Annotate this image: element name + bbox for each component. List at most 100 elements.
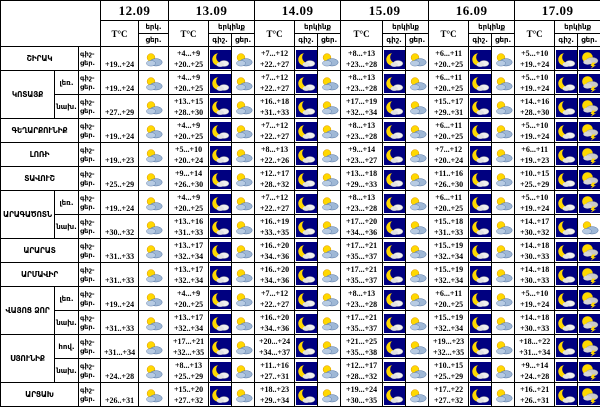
sky-cell — [555, 167, 578, 191]
partly-cloudy-night-icon — [556, 290, 577, 309]
partly-cloudy-night-icon — [384, 314, 405, 333]
temp-cell: +31..+33 — [101, 263, 139, 287]
partly-cloudy-day-icon — [493, 292, 514, 307]
partly-cloudy-night-icon — [384, 242, 405, 261]
day-subheader: ցեր. — [578, 34, 600, 47]
region-name: ՏԱՎՈՒՇ — [1, 167, 79, 191]
forecast-row: նախ.գիշ-ցեր. +31..+33+13..+17+32..+34+16… — [1, 311, 600, 335]
forecast-row: նախ.գիշ-ցեր. +30..+32+13..+16+31..+33+16… — [1, 215, 600, 239]
partly-cloudy-day-icon — [319, 52, 340, 67]
sky-cell — [383, 383, 406, 407]
sky-cell — [469, 71, 492, 95]
sky-cell — [139, 263, 169, 287]
temp-cell: +7...+12+22..+27 — [255, 47, 295, 71]
partly-cloudy-night-icon — [470, 122, 491, 141]
sky-header: երկինք — [295, 21, 341, 34]
thunderstorm-icon — [579, 50, 600, 69]
sky-cell — [492, 143, 515, 167]
partly-cloudy-day-icon — [233, 316, 254, 331]
region-name: ԼՈՌԻ — [1, 143, 79, 167]
temp-header: T°C — [101, 21, 139, 47]
sky-cell — [578, 239, 600, 263]
sky-cell — [139, 119, 169, 143]
partly-cloudy-day-icon — [493, 364, 514, 379]
sky-cell — [295, 239, 318, 263]
sky-cell — [209, 263, 232, 287]
sky-cell — [492, 47, 515, 71]
sky-cell — [578, 95, 600, 119]
temp-cell: +15..+18+31..+33 — [429, 215, 469, 239]
day-subheader: ցեր. — [139, 34, 169, 47]
zone-label: նախ. — [55, 359, 79, 383]
sky-cell — [578, 191, 600, 215]
partly-cloudy-day-icon — [407, 124, 428, 139]
temp-cell: +31..+33 — [101, 311, 139, 335]
sky-cell — [555, 215, 578, 239]
sky-cell — [209, 119, 232, 143]
sky-cell — [139, 359, 169, 383]
sky-cell — [318, 71, 341, 95]
sky-cell — [578, 383, 600, 407]
sky-cell — [555, 191, 578, 215]
sky-cell — [406, 359, 429, 383]
temp-cell: +7...+12+22..+27 — [255, 287, 295, 311]
sky-cell — [492, 263, 515, 287]
temp-cell: +17...+20+34...+36 — [341, 215, 383, 239]
sky-cell — [383, 311, 406, 335]
partly-cloudy-day-icon — [143, 172, 164, 187]
partly-cloudy-night-icon — [210, 314, 231, 333]
sky-cell — [232, 359, 255, 383]
sky-cell — [406, 143, 429, 167]
temp-cell: +14..+18+30..+33 — [515, 239, 555, 263]
temp-cell: +19..+24 — [101, 287, 139, 311]
temp-cell: +16..+19+33..+35 — [255, 215, 295, 239]
sky-cell — [209, 143, 232, 167]
forecast-row: նախ.գիշ-ցեր. +24..+28+8...+13+25..+29+11… — [1, 359, 600, 383]
temp-header: T°C — [429, 21, 469, 47]
sky-cell — [555, 71, 578, 95]
sky-cell — [209, 359, 232, 383]
temp-cell: +13..+16+31..+33 — [169, 215, 209, 239]
sky-cell — [555, 383, 578, 407]
partly-cloudy-day-icon — [143, 388, 164, 403]
temp-cell: +20...+24+34...+37 — [255, 335, 295, 359]
sky-cell — [139, 335, 169, 359]
temp-cell: +5...+10+19..+24 — [515, 71, 555, 95]
sky-cell — [295, 95, 318, 119]
partly-cloudy-day-icon — [493, 340, 514, 355]
partly-cloudy-night-icon — [470, 74, 491, 93]
sky-cell — [232, 119, 255, 143]
temp-cell: +7...+12+22..+27 — [255, 119, 295, 143]
partly-cloudy-day-icon — [143, 148, 164, 163]
sky-cell — [578, 215, 600, 239]
night-subheader: գիշ. — [383, 34, 406, 47]
sky-cell — [295, 167, 318, 191]
sky-cell — [555, 239, 578, 263]
partly-cloudy-day-icon — [143, 100, 164, 115]
sky-cell — [492, 215, 515, 239]
temp-cell: +27..+29 — [101, 95, 139, 119]
sky-cell — [555, 359, 578, 383]
night-day-label: գիշ-ցեր. — [79, 359, 101, 383]
partly-cloudy-day-icon — [319, 76, 340, 91]
partly-cloudy-day-icon — [319, 388, 340, 403]
sky-cell — [209, 239, 232, 263]
sky-cell — [209, 47, 232, 71]
sky-cell — [383, 143, 406, 167]
partly-cloudy-day-icon — [319, 148, 340, 163]
sky-cell — [209, 95, 232, 119]
sky-cell — [318, 287, 341, 311]
night-day-label: գիշ-ցեր. — [79, 239, 101, 263]
partly-cloudy-night-icon — [296, 50, 317, 69]
night-day-label: գիշ-ցեր. — [79, 311, 101, 335]
region-name: ՍՅՈՒՆԻՔ — [1, 335, 55, 383]
sky-cell — [406, 287, 429, 311]
temp-cell: +17...+19+32...+34 — [341, 95, 383, 119]
sky-cell — [406, 311, 429, 335]
temp-cell: +5...+10+20..+24 — [169, 143, 209, 167]
partly-cloudy-night-icon — [296, 194, 317, 213]
temp-cell: +24..+28 — [101, 359, 139, 383]
partly-cloudy-day-icon — [493, 124, 514, 139]
